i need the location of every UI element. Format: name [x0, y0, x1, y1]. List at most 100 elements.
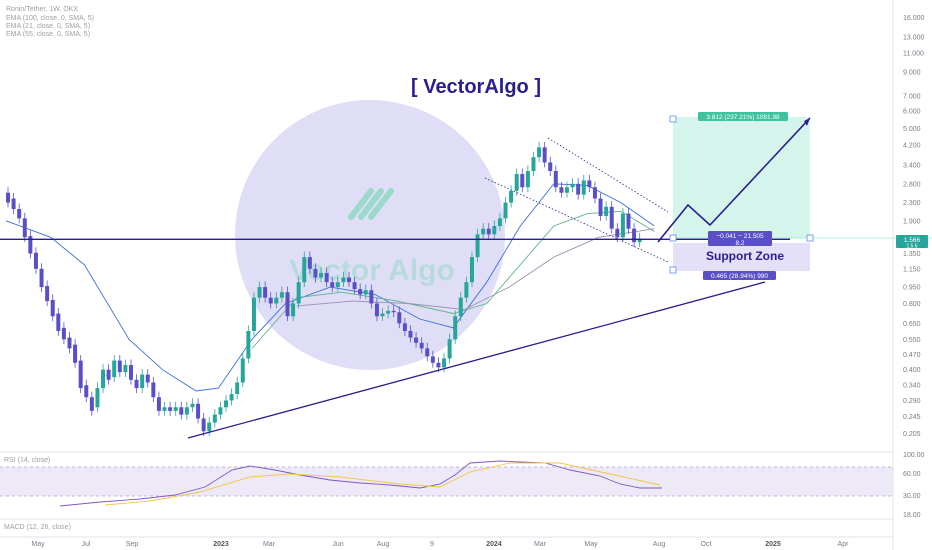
- y-tick-8: 3.400: [903, 163, 921, 170]
- rsi-tick-60: 60.00: [903, 471, 921, 478]
- candle-20: [117, 355, 122, 378]
- candle-33: [190, 398, 195, 413]
- candle-38: [218, 401, 223, 420]
- candle-95: [537, 141, 542, 163]
- candle-0: [6, 187, 10, 208]
- candle-58: [330, 276, 335, 292]
- candle-74: [419, 337, 424, 354]
- y-tick-14: 1.150: [903, 266, 921, 273]
- candle-28: [162, 401, 167, 416]
- candle-13: [78, 355, 83, 393]
- y-tick-7: 4.200: [903, 143, 921, 150]
- candle-113: [637, 232, 642, 248]
- candle-15: [89, 391, 94, 416]
- candle-82: [464, 276, 469, 303]
- candle-101: [570, 178, 575, 193]
- candle-90: [509, 185, 514, 208]
- candle-104: [587, 174, 592, 193]
- candle-41: [235, 376, 240, 399]
- rsi-label: RSI (14, close): [4, 457, 50, 464]
- y-tick-17: 0.650: [903, 321, 921, 328]
- candle-47: [268, 292, 273, 309]
- ema-legend-3: EMA (55, close, 0, SMA, 5): [6, 31, 90, 38]
- x-tick-2: Sep: [126, 541, 139, 548]
- candle-56: [319, 267, 324, 283]
- y-tick-2: 11.000: [903, 51, 924, 58]
- candle-100: [565, 181, 569, 198]
- candle-44: [251, 292, 256, 336]
- candles: [6, 141, 642, 437]
- candle-9: [56, 307, 61, 336]
- candle-89: [503, 197, 508, 224]
- y-tick-13: 1.350: [903, 251, 921, 258]
- candle-75: [425, 342, 430, 362]
- candle-68: [386, 305, 391, 319]
- candle-26: [151, 376, 156, 403]
- target-badge-text-0: 3.812 (237.21%) 1081.98: [706, 114, 780, 121]
- decorations: Vector Algo: [235, 100, 810, 370]
- candle-79: [447, 333, 452, 364]
- y-tick-5: 6.000: [903, 109, 921, 116]
- y-tick-1: 13.000: [903, 35, 925, 42]
- candle-73: [414, 331, 419, 348]
- candle-49: [279, 286, 284, 303]
- candle-11: [67, 331, 72, 354]
- x-tick-4: Mar: [263, 541, 276, 548]
- candle-106: [598, 192, 603, 221]
- overlay: 3.812 (237.21%) 1081.98 −0.041 − 21.5058.…: [0, 112, 932, 439]
- x-tick-9: Mar: [534, 541, 547, 548]
- price-tag-sub: 1.5 6: [906, 244, 917, 250]
- candle-5: [33, 247, 38, 274]
- candle-39: [224, 394, 229, 413]
- candle-92: [520, 168, 525, 193]
- target-zone: [673, 117, 810, 238]
- watermark-circle: [235, 100, 505, 370]
- y-tick-4: 7.000: [903, 94, 921, 101]
- candle-105: [592, 181, 597, 204]
- x-tick-7: 9: [430, 541, 434, 548]
- candle-50: [285, 286, 290, 322]
- candle-12: [73, 339, 78, 368]
- candle-66: [374, 297, 379, 322]
- candle-84: [475, 228, 480, 262]
- candle-70: [397, 306, 402, 329]
- candle-4: [28, 230, 33, 259]
- candle-61: [346, 271, 351, 288]
- candle-62: [352, 276, 357, 294]
- candle-65: [369, 284, 374, 309]
- candle-42: [240, 352, 245, 388]
- y-axis: 16.000 13.000 11.000 9.000 7.000 6.000 5.000 4.…: [896, 15, 928, 438]
- x-tick-10: May: [584, 541, 598, 548]
- candle-17: [101, 364, 106, 393]
- candle-108: [609, 201, 614, 234]
- candle-36: [207, 417, 212, 437]
- y-tick-0: 16.000: [903, 15, 925, 22]
- support-zone-label: Support Zone: [706, 249, 784, 263]
- candle-45: [257, 281, 262, 303]
- low-badge: 0.465 (28.94%) 990: [703, 271, 776, 280]
- candle-46: [263, 281, 268, 303]
- candle-69: [391, 305, 396, 318]
- candle-8: [50, 294, 55, 322]
- candle-81: [458, 292, 463, 322]
- candle-2: [17, 203, 22, 224]
- symbol-legend: Ronin/Tether, 1W, OKX: [6, 6, 78, 13]
- rsi-tick-100: 100.00: [903, 452, 925, 459]
- rsi-pane: RSI (14, close) 100.00 60.00 30.00 18.00: [0, 451, 925, 519]
- y-tick-19: 0.470: [903, 352, 921, 359]
- y-tick-11: 1.900: [903, 218, 921, 225]
- candle-110: [620, 208, 625, 243]
- candle-52: [296, 276, 301, 309]
- candle-24: [140, 369, 145, 393]
- brand-title: [ VectorAlgo ]: [411, 76, 541, 98]
- candle-27: [156, 391, 161, 416]
- handle-3: [806, 234, 814, 242]
- candle-1: [11, 192, 16, 214]
- projection-arrow: [657, 117, 811, 243]
- candle-67: [380, 307, 385, 322]
- candle-93: [525, 165, 530, 193]
- rsi-lines: [59, 460, 662, 507]
- candle-63: [358, 283, 363, 300]
- candle-3: [22, 212, 27, 243]
